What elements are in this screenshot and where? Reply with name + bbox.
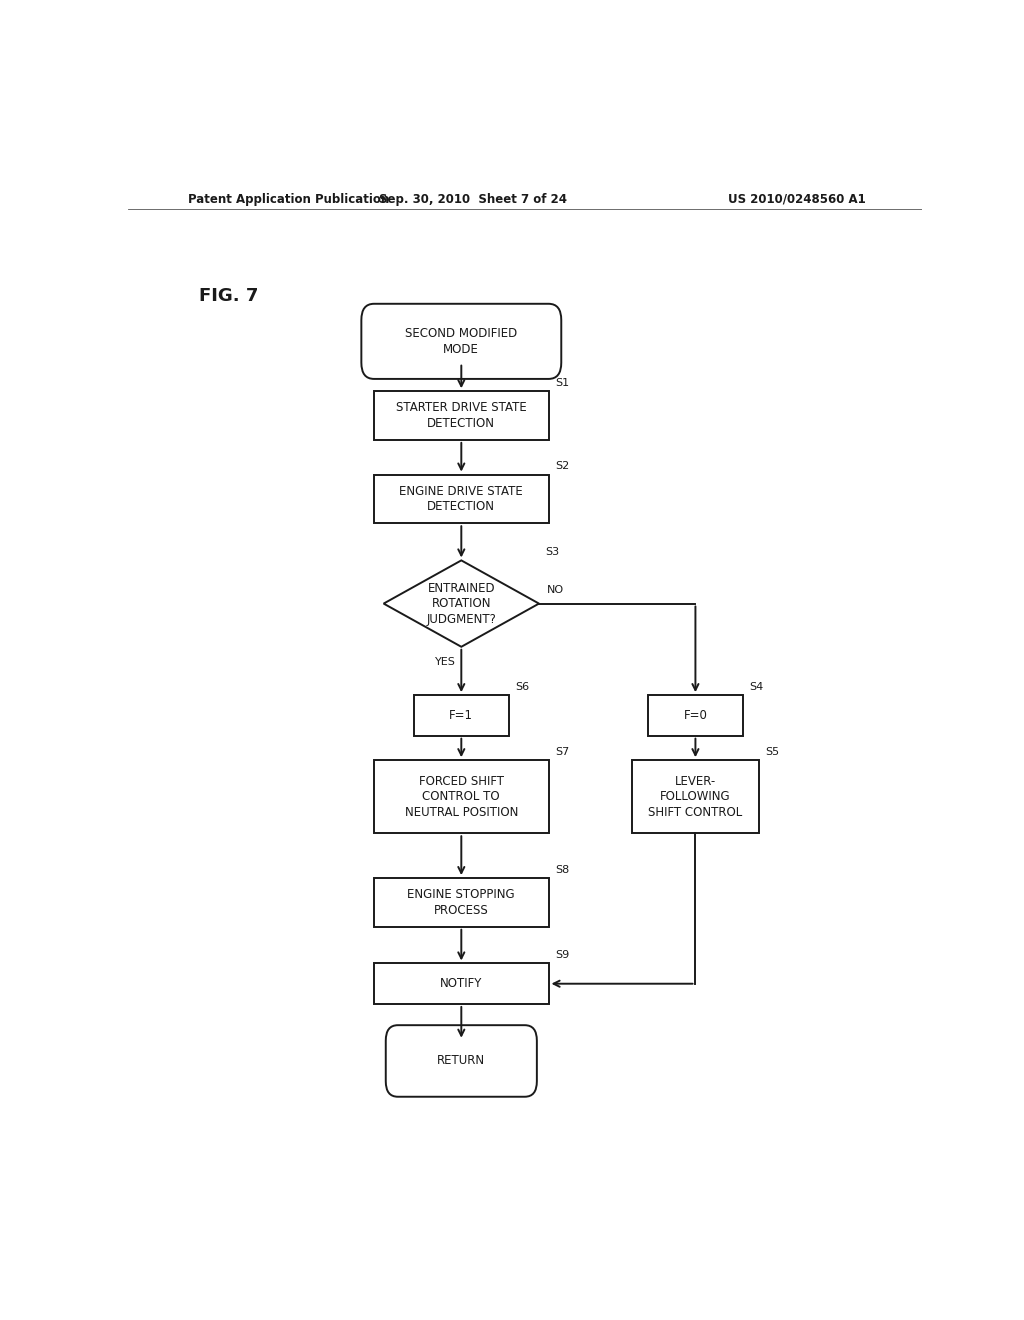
Text: S5: S5 <box>765 747 779 758</box>
Text: ENTRAINED
ROTATION
JUDGMENT?: ENTRAINED ROTATION JUDGMENT? <box>426 582 497 626</box>
FancyBboxPatch shape <box>374 760 549 833</box>
Text: F=1: F=1 <box>450 709 473 722</box>
Text: Sep. 30, 2010  Sheet 7 of 24: Sep. 30, 2010 Sheet 7 of 24 <box>379 193 567 206</box>
Text: NOTIFY: NOTIFY <box>440 977 482 990</box>
Text: NO: NO <box>547 586 564 595</box>
Text: LEVER-
FOLLOWING
SHIFT CONTROL: LEVER- FOLLOWING SHIFT CONTROL <box>648 775 742 818</box>
Polygon shape <box>384 561 539 647</box>
Text: RETURN: RETURN <box>437 1055 485 1068</box>
FancyBboxPatch shape <box>632 760 759 833</box>
Text: F=0: F=0 <box>683 709 708 722</box>
FancyBboxPatch shape <box>374 964 549 1005</box>
FancyBboxPatch shape <box>374 391 549 440</box>
Text: FIG. 7: FIG. 7 <box>200 286 259 305</box>
Text: FORCED SHIFT
CONTROL TO
NEUTRAL POSITION: FORCED SHIFT CONTROL TO NEUTRAL POSITION <box>404 775 518 818</box>
FancyBboxPatch shape <box>386 1026 537 1097</box>
Text: ENGINE DRIVE STATE
DETECTION: ENGINE DRIVE STATE DETECTION <box>399 484 523 513</box>
Text: S4: S4 <box>750 682 764 692</box>
Text: S6: S6 <box>515 682 529 692</box>
Text: SECOND MODIFIED
MODE: SECOND MODIFIED MODE <box>406 327 517 355</box>
Text: S8: S8 <box>555 865 569 875</box>
FancyBboxPatch shape <box>361 304 561 379</box>
FancyBboxPatch shape <box>648 696 743 735</box>
Text: STARTER DRIVE STATE
DETECTION: STARTER DRIVE STATE DETECTION <box>396 401 526 430</box>
FancyBboxPatch shape <box>374 474 549 523</box>
Text: S3: S3 <box>546 548 559 557</box>
Text: Patent Application Publication: Patent Application Publication <box>187 193 389 206</box>
Text: S7: S7 <box>555 747 569 758</box>
Text: S2: S2 <box>555 462 569 471</box>
Text: YES: YES <box>435 657 456 667</box>
Text: ENGINE STOPPING
PROCESS: ENGINE STOPPING PROCESS <box>408 888 515 916</box>
FancyBboxPatch shape <box>374 878 549 927</box>
Text: S1: S1 <box>555 378 569 388</box>
FancyBboxPatch shape <box>414 696 509 735</box>
Text: S9: S9 <box>555 950 569 961</box>
Text: US 2010/0248560 A1: US 2010/0248560 A1 <box>728 193 866 206</box>
